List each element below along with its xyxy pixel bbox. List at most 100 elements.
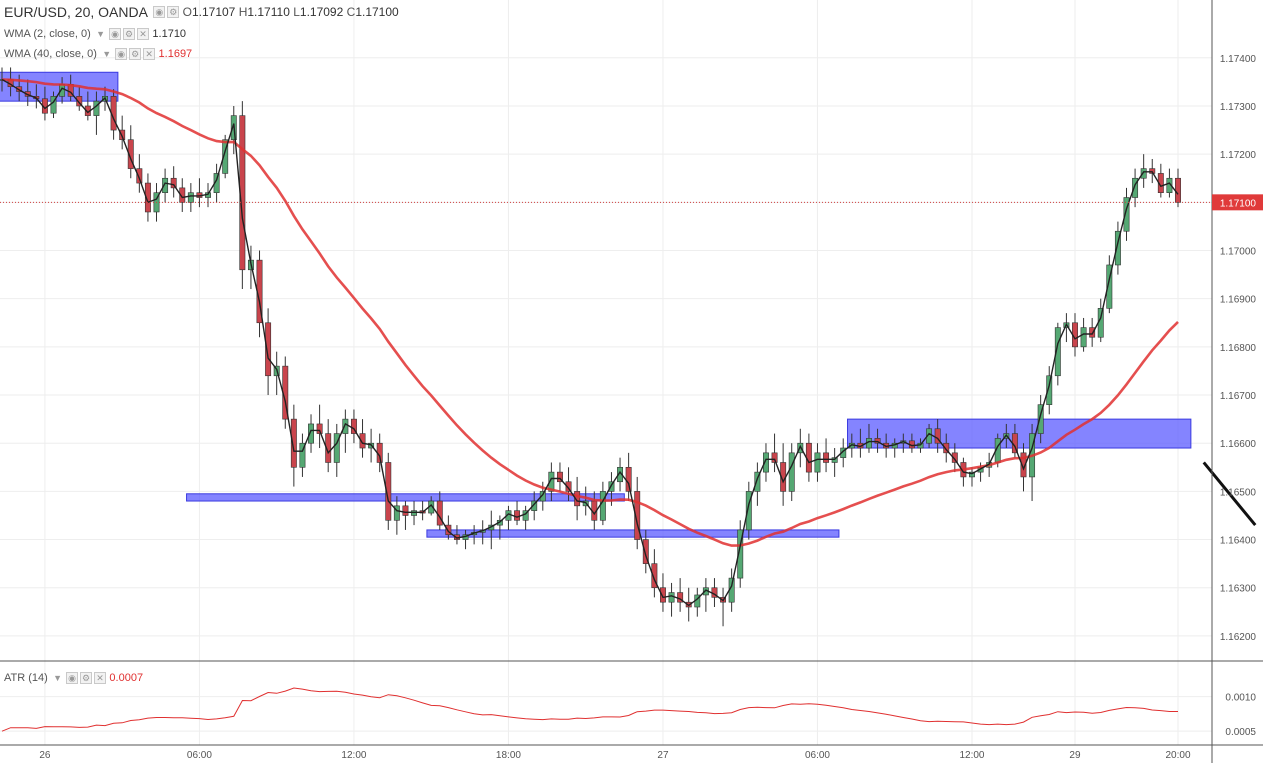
last-price-marker-label: 1.17100 (1220, 198, 1257, 209)
settings-icon[interactable]: ⚙ (123, 27, 136, 40)
last-price-marker (1212, 194, 1263, 211)
candle (831, 448, 838, 477)
open-label: O (182, 5, 192, 19)
candle-body (745, 491, 752, 531)
candle (359, 419, 366, 458)
candle (702, 578, 709, 612)
candle (187, 183, 194, 212)
candle-body (393, 505, 400, 521)
candle (127, 125, 134, 179)
candle (651, 549, 658, 598)
candle (136, 154, 143, 193)
grid (0, 0, 1212, 745)
wma-fast-label[interactable]: WMA (2, close, 0) (4, 27, 91, 40)
candle (290, 404, 297, 487)
price-tick-label: 1.17000 (1220, 247, 1257, 258)
ohlc-legend: EUR/USD, 20, OANDA ◉ ⚙ O1.17107 H1.17110 … (4, 4, 399, 20)
candle-body (874, 438, 881, 444)
close-icon[interactable]: ✕ (94, 671, 107, 684)
candle (823, 438, 830, 473)
time-tick-label: 27 (657, 750, 669, 761)
zone-box (426, 529, 840, 538)
candle-body (634, 491, 641, 540)
candle-body (325, 433, 332, 463)
time-tick-label: 06:00 (805, 750, 830, 761)
candle-body (1020, 452, 1027, 478)
time-tick-label: 20:00 (1165, 750, 1190, 761)
eye-icon[interactable]: ◉ (153, 6, 166, 18)
candle-body (651, 563, 658, 589)
candle (531, 491, 538, 521)
candle (453, 525, 460, 545)
time-tick-label: 12:00 (341, 750, 366, 761)
candle-body (565, 481, 572, 492)
candle-body (162, 177, 169, 194)
chevron-down-icon[interactable]: ▼ (96, 28, 106, 39)
chevron-down-icon[interactable]: ▼ (102, 48, 112, 59)
settings-icon[interactable]: ⚙ (80, 671, 93, 684)
eye-icon[interactable]: ◉ (115, 47, 128, 60)
candle (1089, 317, 1096, 347)
candle (565, 467, 572, 502)
settings-icon[interactable]: ⚙ (129, 47, 142, 60)
wma-slow-label[interactable]: WMA (40, close, 0) (4, 47, 97, 60)
candle (1054, 322, 1061, 386)
settings-icon[interactable]: ⚙ (167, 6, 180, 18)
candle (342, 409, 349, 453)
candle-body (514, 510, 520, 521)
candle (694, 587, 701, 617)
candle (162, 168, 169, 203)
high-value: 1.17110 (247, 5, 290, 19)
price-tick-label: 1.16300 (1220, 584, 1257, 595)
candle-body (574, 491, 581, 507)
candle-body (136, 168, 143, 184)
candle (522, 505, 529, 530)
close-icon[interactable]: ✕ (137, 27, 150, 40)
candle-body (556, 471, 563, 483)
candle-body (539, 491, 546, 502)
candle (385, 452, 392, 530)
close-value: 1.17100 (355, 5, 399, 19)
candle (874, 428, 881, 453)
candle (780, 443, 787, 506)
candle-body (290, 418, 297, 468)
candle (488, 510, 495, 550)
candle (179, 178, 186, 212)
candle-body (170, 177, 177, 189)
candle (943, 433, 950, 463)
candle (660, 573, 666, 612)
candle (505, 505, 512, 530)
candle (471, 525, 478, 545)
atr-tick-label: 0.0010 (1225, 693, 1256, 704)
candle-body (754, 471, 761, 492)
candle (634, 476, 641, 550)
candle-body (1175, 177, 1181, 203)
time-tick-label: 18:00 (496, 750, 521, 761)
candle (1175, 168, 1181, 208)
candle-body (814, 452, 821, 473)
time-tick-label: 06:00 (187, 750, 212, 761)
chevron-down-icon[interactable]: ▼ (53, 672, 63, 683)
zones (0, 71, 1192, 538)
candle (771, 433, 778, 473)
atr-pane (1, 687, 1178, 732)
candle (951, 443, 958, 473)
candle-body (823, 452, 830, 463)
candle-body (359, 433, 366, 449)
atr-label[interactable]: ATR (14) (4, 671, 48, 684)
candle (548, 462, 555, 502)
symbol-title[interactable]: EUR/USD, 20, OANDA (4, 4, 148, 20)
atr-legend: ATR (14) ▼ ◉ ⚙ ✕ 0.0007 (4, 670, 143, 684)
candle (737, 520, 744, 588)
candle-body (144, 182, 151, 213)
eye-icon[interactable]: ◉ (66, 671, 79, 684)
price-tick-label: 1.17400 (1220, 54, 1257, 65)
close-icon[interactable]: ✕ (143, 47, 156, 60)
candle-body (127, 139, 134, 169)
candle-body (951, 452, 958, 463)
eye-icon[interactable]: ◉ (109, 27, 122, 40)
candle-body (934, 428, 941, 444)
